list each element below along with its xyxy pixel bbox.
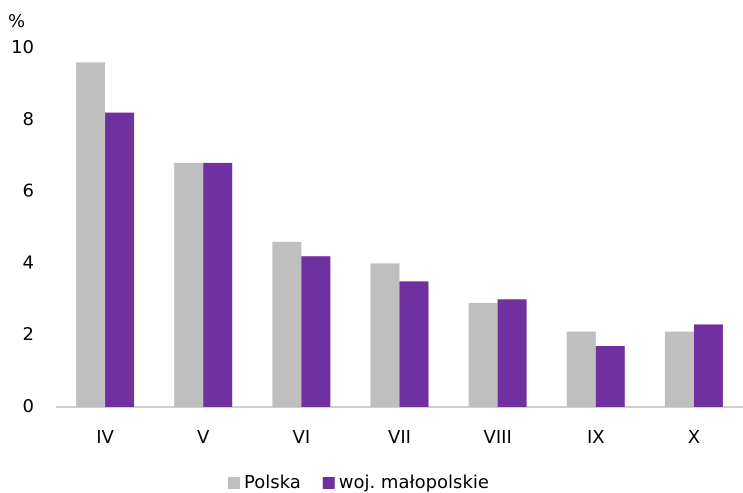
bar <box>399 281 429 407</box>
legend-label: Polska <box>244 472 301 493</box>
bar <box>301 256 331 407</box>
y-tick-label: 2 <box>23 324 34 345</box>
legend-label: woj. małopolskie <box>339 472 489 493</box>
bar <box>595 345 625 407</box>
bar <box>105 112 135 408</box>
y-axis-unit: % <box>8 11 25 32</box>
x-tick-label: V <box>197 427 210 448</box>
bar <box>664 331 694 407</box>
x-tick-label: VI <box>293 427 311 448</box>
x-tick-label: VIII <box>484 427 512 448</box>
y-tick-label: 10 <box>11 37 34 58</box>
bar <box>174 162 204 407</box>
x-tick-label: IV <box>96 427 114 448</box>
x-tick-label: X <box>688 427 700 448</box>
y-tick-label: 0 <box>23 396 34 417</box>
bar <box>468 302 498 407</box>
y-tick-label: 4 <box>23 252 34 273</box>
bar <box>203 162 233 407</box>
x-tick-label: IX <box>587 427 605 448</box>
bar <box>76 62 106 408</box>
legend-swatch <box>322 477 335 489</box>
bar <box>566 331 596 407</box>
legend-swatch <box>228 477 240 489</box>
bar <box>693 324 723 407</box>
x-tick-label: VII <box>388 427 411 448</box>
y-tick-label: 6 <box>23 181 34 202</box>
bar <box>272 241 302 407</box>
y-tick-label: 8 <box>23 109 34 130</box>
bar <box>370 263 400 407</box>
bar <box>497 299 527 407</box>
